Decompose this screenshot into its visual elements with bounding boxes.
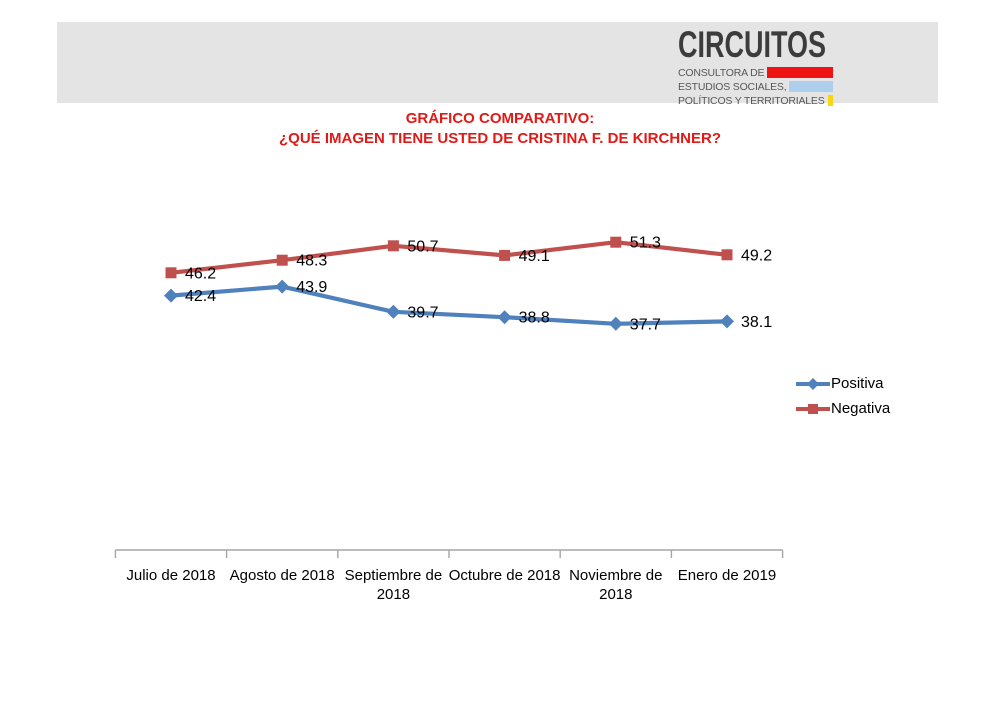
- data-label: 50.7: [407, 238, 438, 255]
- legend-diamond-swatch: [796, 377, 830, 390]
- logo-tagline-text: CONSULTORA DE: [678, 66, 765, 79]
- diamond-marker: [497, 310, 512, 325]
- data-label: 49.1: [519, 248, 550, 265]
- diamond-marker: [275, 279, 290, 294]
- legend-square-swatch: [796, 403, 830, 414]
- square-marker: [165, 267, 177, 279]
- square-marker: [610, 236, 622, 248]
- legend-label: Positiva: [831, 375, 884, 392]
- logo-tagline-row: ESTUDIOS SOCIALES,: [678, 80, 833, 93]
- logo-tagline-row: CONSULTORA DE: [678, 66, 833, 79]
- x-axis-label: Noviembre de 2018: [569, 567, 663, 603]
- diamond-marker: [720, 314, 734, 329]
- square-marker: [499, 249, 511, 261]
- chart-legend: Positiva Negativa: [796, 371, 890, 421]
- series-line-negativa: [168, 240, 730, 275]
- chart-title: GRÁFICO COMPARATIVO: ¿QUÉ IMAGEN TIENE U…: [0, 109, 1000, 149]
- series-line-positiva: [168, 284, 730, 326]
- logo-blue-bar: [789, 81, 833, 92]
- data-label: 43.9: [296, 279, 327, 296]
- data-label: 39.7: [407, 304, 438, 321]
- diamond-marker: [164, 288, 178, 303]
- data-label: 42.4: [185, 288, 216, 305]
- logo-yellow-bar: [827, 95, 833, 106]
- logo-red-bar: [767, 67, 833, 78]
- logo-tagline-text: POLÍTICOS Y TERRITORIALES: [678, 94, 825, 107]
- logo-tagline-row: POLÍTICOS Y TERRITORIALES: [678, 94, 833, 107]
- chart-title-line1: GRÁFICO COMPARATIVO:: [405, 110, 595, 127]
- x-axis-label: Agosto de 2018: [229, 567, 335, 584]
- data-label: 49.2: [741, 247, 772, 264]
- x-axis-label: Octubre de 2018: [448, 567, 561, 584]
- x-axis-label: Enero de 2019: [677, 567, 777, 584]
- data-label: 51.3: [630, 235, 661, 252]
- diamond-marker: [608, 316, 623, 331]
- legend-label: Negativa: [831, 400, 891, 417]
- x-axis-label: Septiembre de 2018: [344, 567, 443, 603]
- square-marker: [721, 249, 733, 261]
- logo: CIRCUITOS CONSULTORA DE ESTUDIOS SOCIALE…: [678, 26, 833, 107]
- legend-item-negativa: Negativa: [796, 396, 890, 421]
- logo-taglines: CONSULTORA DE ESTUDIOS SOCIALES, POLÍTIC…: [678, 66, 833, 107]
- logo-tagline-text: ESTUDIOS SOCIALES,: [678, 80, 787, 93]
- data-label: 48.3: [296, 253, 327, 270]
- diamond-marker: [386, 304, 401, 319]
- data-label: 38.1: [741, 314, 772, 331]
- data-label: 46.2: [185, 265, 216, 282]
- chart-title-line2: ¿QUÉ IMAGEN TIENE USTED DE CRISTINA F. D…: [279, 130, 721, 147]
- x-axis-label: Julio de 2018: [126, 567, 216, 584]
- square-marker: [276, 254, 288, 266]
- square-marker: [387, 240, 399, 252]
- legend-item-positiva: Positiva: [796, 371, 890, 396]
- header-band: CIRCUITOS CONSULTORA DE ESTUDIOS SOCIALE…: [57, 22, 938, 107]
- data-label: 37.7: [630, 316, 661, 333]
- data-label: 38.8: [519, 310, 550, 327]
